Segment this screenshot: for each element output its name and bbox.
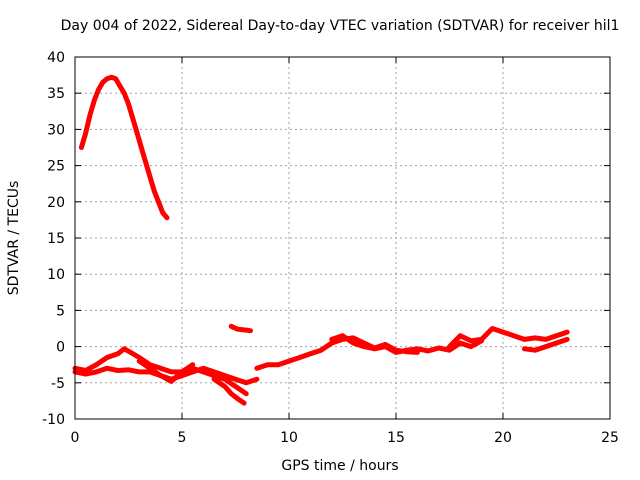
x-tick-label: 15 xyxy=(387,430,405,446)
y-tick-labels: -10 -5 0 5 10 15 20 25 30 35 40 xyxy=(42,50,65,428)
x-tick-labels: 0 5 10 15 20 25 xyxy=(71,430,619,446)
y-tick-label: -10 xyxy=(42,412,65,428)
x-tick-label: 0 xyxy=(71,430,80,446)
grid xyxy=(75,57,610,419)
x-tick-label: 20 xyxy=(494,430,512,446)
series-arc-low-3 xyxy=(136,358,249,397)
y-tick-label: 40 xyxy=(47,50,65,66)
series-arc-low-4 xyxy=(211,376,247,406)
y-axis-title: SDTVAR / TECUs xyxy=(6,181,22,296)
series-arc-low-1 xyxy=(72,346,196,375)
series-arc-small xyxy=(228,323,253,334)
ticks xyxy=(74,56,611,420)
y-tick-label: 30 xyxy=(47,122,65,138)
y-tick-label: -5 xyxy=(51,376,65,392)
chart-title: Day 004 of 2022, Sidereal Day-to-day VTE… xyxy=(61,18,620,34)
y-tick-label: 5 xyxy=(56,303,65,319)
series-arc-mid-2 xyxy=(329,333,485,355)
y-tick-label: 35 xyxy=(47,86,65,102)
series-arc-late-1 xyxy=(447,326,570,350)
y-tick-label: 25 xyxy=(47,159,65,175)
y-tick-label: 10 xyxy=(47,267,65,283)
y-tick-label: 15 xyxy=(47,231,65,247)
series-arc-high xyxy=(78,74,170,221)
y-tick-label: 0 xyxy=(56,340,65,356)
x-tick-label: 25 xyxy=(601,430,619,446)
y-tick-label: 20 xyxy=(47,195,65,211)
series-arc-late-2 xyxy=(521,336,570,353)
x-axis-title: GPS time / hours xyxy=(281,458,398,474)
series-layer xyxy=(72,74,570,406)
x-tick-label: 5 xyxy=(178,430,187,446)
x-tick-label: 10 xyxy=(280,430,298,446)
